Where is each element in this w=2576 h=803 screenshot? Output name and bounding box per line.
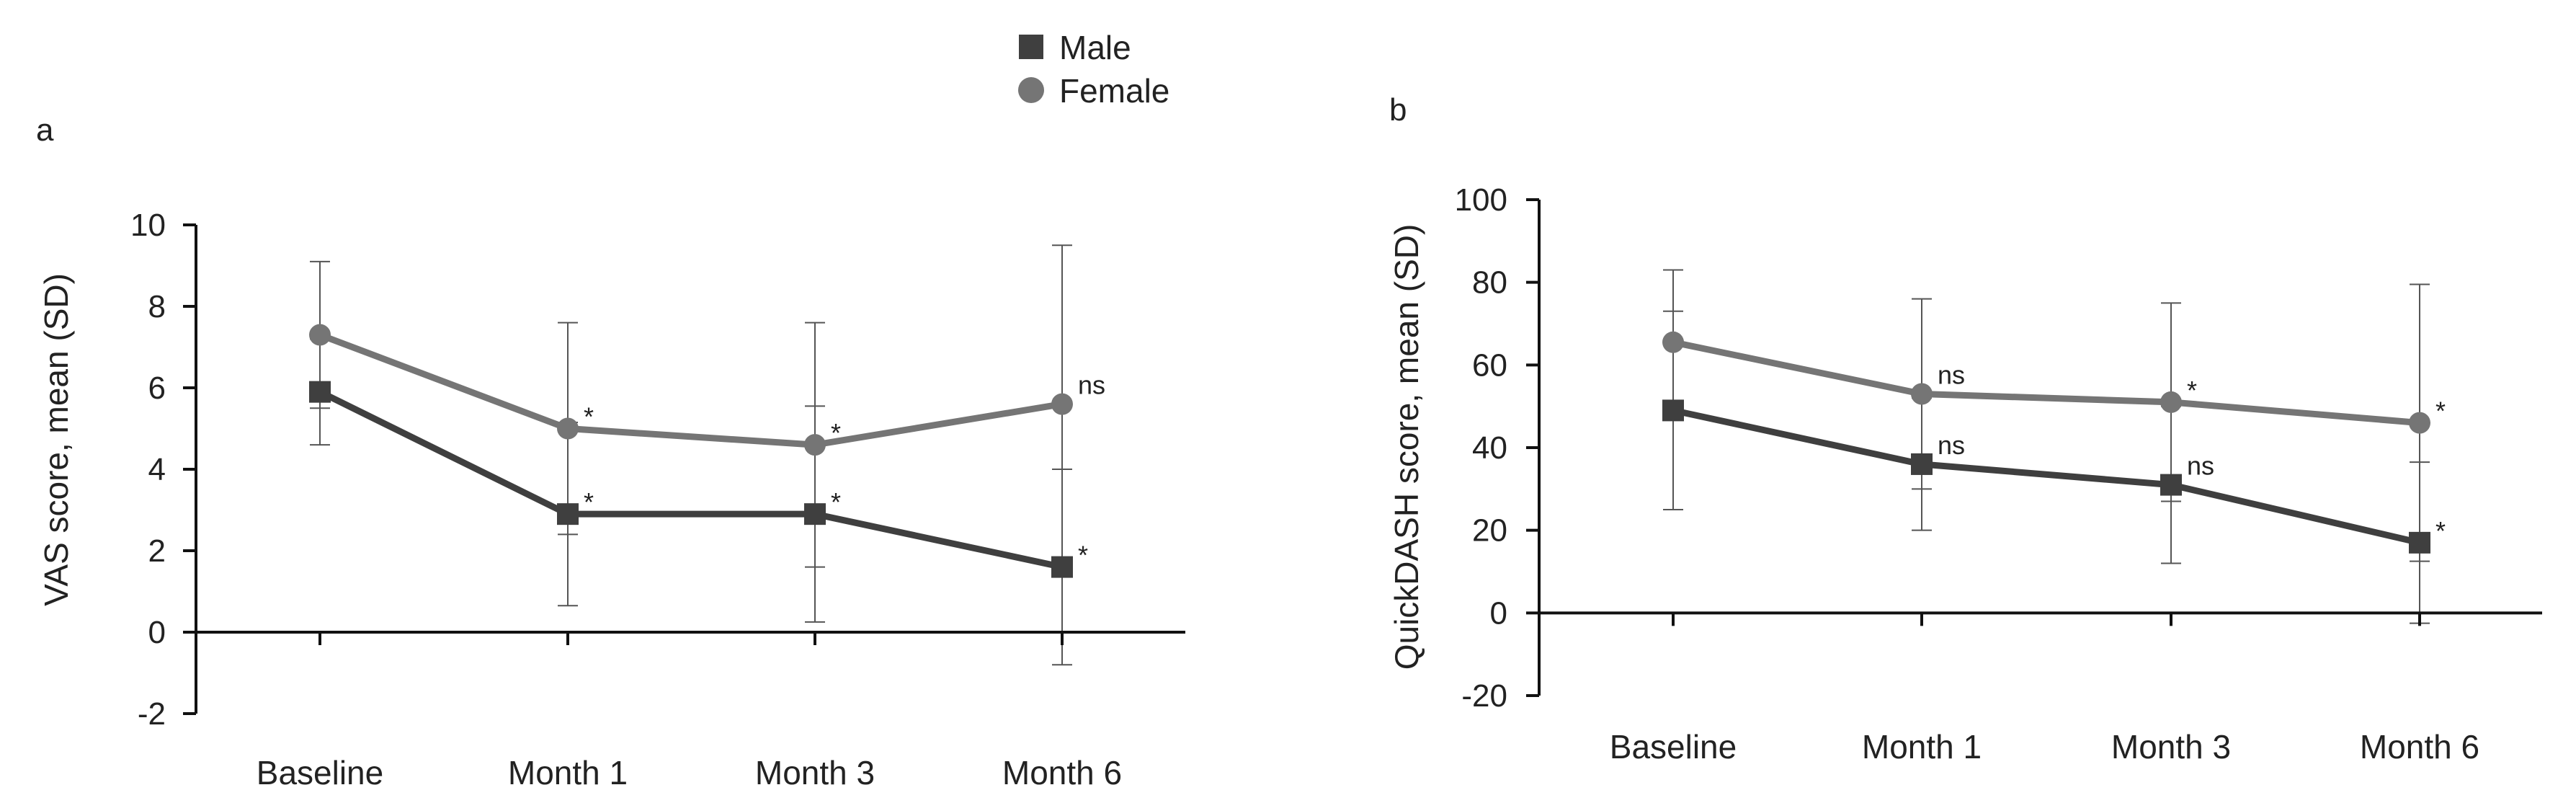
panel-b-x-tick-label: Month 3 (2111, 728, 2231, 766)
panel-a-y-tick-label: 6 (148, 371, 166, 406)
panel-a-y-tick-label: 8 (148, 289, 166, 324)
panel-a-x-tick-label: Month 1 (508, 754, 628, 791)
panel-b-y-axis-title: QuickDASH score, mean (SD) (1388, 224, 1425, 670)
panel-b-female-significance: * (2187, 376, 2197, 405)
panel-b: b QuickDASH score, mean (SD) -20 0 20 40 60 8… (1388, 92, 2542, 766)
panel-b-female-point (1662, 331, 1684, 353)
panel-a-x-tick-label: Month 6 (1002, 754, 1122, 791)
panel-a-female-line (318, 332, 1063, 448)
panel-a: a VAS score, mean (SD) -2 0 2 4 6 8 10 Baseline… (36, 112, 1185, 791)
panel-a-error-bars (310, 244, 1072, 666)
panel-a-x-tick-label: Baseline (257, 754, 383, 791)
panel-b-female-point (1911, 383, 1933, 405)
panel-a-label: a (36, 112, 54, 148)
panel-b-male-point (1911, 453, 1933, 475)
panel-b-y-tick-label: 0 (1490, 595, 1507, 631)
panel-b-y-tick-label: 40 (1472, 430, 1507, 466)
panel-b-y-tick-label: 60 (1472, 347, 1507, 383)
panel-b-male-line (1672, 407, 2421, 546)
panel-a-female-point (557, 417, 579, 440)
panel-a-male-line (318, 389, 1063, 571)
panel-b-male-point (1662, 399, 1684, 422)
panel-b-y-tick-label: 20 (1472, 513, 1507, 549)
panel-b-male-point (2160, 474, 2182, 496)
panel-a-y-tick-label: 4 (148, 452, 166, 487)
legend-female-label: Female (1059, 72, 1169, 110)
panel-b-x-tick-label: Baseline (1610, 728, 1737, 766)
panel-a-female-significance: * (584, 402, 594, 432)
panel-a-male-significance: * (831, 487, 841, 517)
panel-b-x-tick-label: Month 6 (2360, 728, 2479, 766)
panel-b-label: b (1389, 92, 1407, 128)
panel-a-female-significance: * (831, 418, 841, 448)
panel-b-axes: -20 0 20 40 60 80 100 Baseline Month 1 Month 3 Mon… (1455, 182, 2542, 766)
panel-b-female-significance: * (2435, 396, 2446, 426)
panel-a-axes: -2 0 2 4 6 8 10 Baseline Month 1 Month 3 Month 6 (130, 208, 1185, 791)
panel-b-male-significance: ns (2187, 451, 2214, 481)
legend-male-label: Male (1059, 29, 1131, 66)
legend-female-marker (1018, 77, 1044, 103)
panel-b-male-significance: * (2435, 516, 2446, 546)
panel-b-male-significance: ns (1938, 430, 1965, 460)
panel-b-y-tick-label: 80 (1472, 265, 1507, 301)
panel-a-female-significance: ns (1078, 371, 1105, 400)
panel-a-series (309, 324, 1073, 578)
panel-a-y-tick-label: 2 (148, 533, 166, 569)
panel-a-y-tick-label: 10 (130, 208, 166, 243)
panel-b-y-tick-label: -20 (1461, 678, 1507, 714)
panel-b-female-point (2160, 391, 2182, 413)
panel-a-male-point (804, 503, 826, 525)
legend: Male Female (1018, 29, 1169, 110)
panel-a-y-axis-title: VAS score, mean (SD) (37, 273, 75, 606)
panel-b-male-point (2409, 531, 2430, 554)
panel-a-x-tick-label: Month 3 (755, 754, 875, 791)
panel-b-female-significance: ns (1938, 360, 1965, 389)
panel-b-female-line (1672, 339, 2420, 427)
panel-a-male-significance: * (584, 487, 594, 517)
panel-a-male-point (1051, 556, 1073, 578)
panel-b-labels: ns ns * ns * * (1938, 360, 2446, 545)
panel-b-female-point (2409, 412, 2430, 434)
panel-a-female-point (804, 434, 826, 456)
panel-a-y-tick-label: 0 (148, 615, 166, 650)
panel-a-female-point (1051, 393, 1073, 415)
panel-b-error-bars (1663, 269, 2430, 624)
panel-b-y-tick-label: 100 (1455, 182, 1507, 218)
panel-b-x-tick-label: Month 1 (1862, 728, 1982, 766)
panel-a-y-tick-label: -2 (138, 696, 166, 732)
panel-a-male-point (309, 381, 331, 403)
panel-b-series (1662, 331, 2430, 554)
legend-male-marker (1019, 35, 1043, 59)
panel-a-male-significance: * (1078, 541, 1088, 570)
panel-a-female-point (309, 324, 331, 346)
panel-a-labels: * * * * * ns (584, 371, 1105, 570)
panel-a-male-point (557, 503, 579, 525)
